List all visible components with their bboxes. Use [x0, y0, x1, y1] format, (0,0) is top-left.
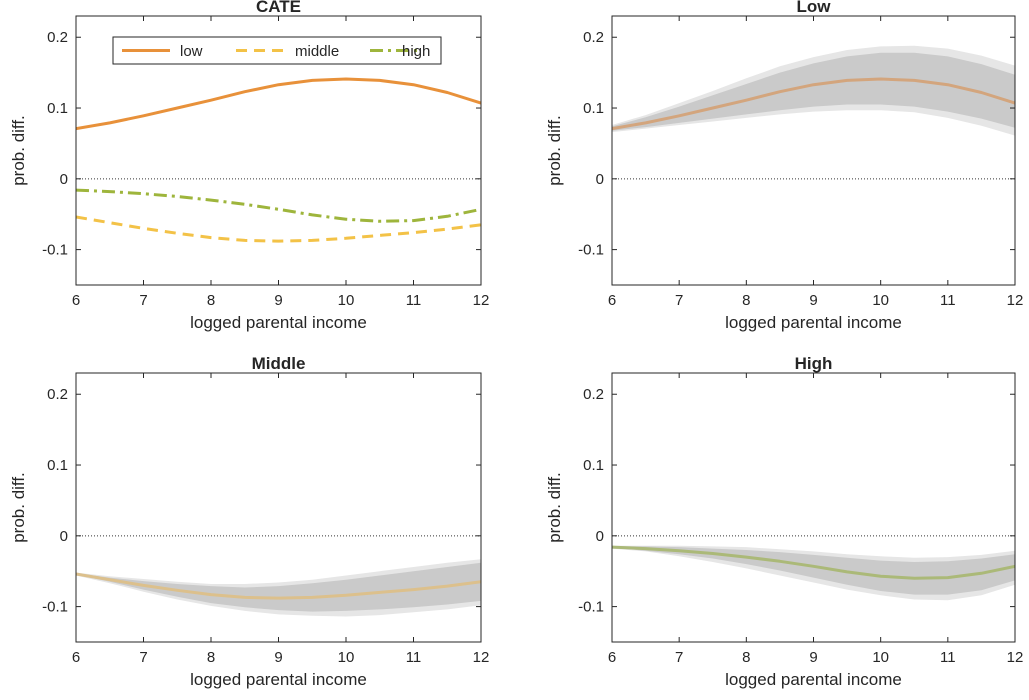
x-tick-label: 11 [940, 649, 956, 666]
plot-content [76, 535, 481, 617]
y-tick-label: 0.2 [47, 386, 68, 403]
confidence-band-inner [612, 52, 1015, 131]
y-tick-label: 0.2 [583, 386, 604, 403]
plot-content [612, 535, 1015, 601]
y-tick-label: 0 [60, 171, 68, 188]
x-tick-label: 6 [608, 649, 616, 666]
y-tick-label: -0.1 [42, 242, 68, 259]
x-axis-label: logged parental income [725, 670, 902, 689]
x-tick-label: 6 [72, 649, 80, 666]
chart-panel-2: 6 7 8 9 10 11 12 -0.1 0 0.1 0.2 Low logged parental … [545, 0, 1023, 332]
x-tick-label: 9 [274, 649, 282, 666]
panel-title: CATE [256, 0, 301, 16]
x-tick-label: 12 [1007, 292, 1024, 309]
y-tick-label: 0.2 [583, 29, 604, 46]
x-tick-label: 12 [473, 292, 490, 309]
y-tick-label: 0.1 [47, 457, 68, 474]
series-line-high [76, 188, 481, 223]
y-tick-label: 0.2 [47, 29, 68, 46]
x-tick-label: 10 [872, 292, 889, 309]
panel-title: High [795, 354, 833, 373]
x-tick-label: 6 [72, 292, 80, 309]
x-tick-label: 11 [940, 292, 956, 309]
x-tick-label: 12 [1007, 649, 1024, 666]
y-axis-label: prob. diff. [9, 115, 28, 186]
y-tick-label: 0.1 [47, 100, 68, 117]
x-axis-label: logged parental income [725, 313, 902, 332]
y-tick-label: 0 [60, 528, 68, 545]
legend-label-low: low [180, 43, 203, 60]
y-tick-label: -0.1 [42, 599, 68, 616]
x-tick-label: 7 [675, 649, 683, 666]
panel-title: Middle [252, 354, 306, 373]
x-axis-label: logged parental income [190, 313, 367, 332]
y-tick-label: -0.1 [578, 242, 604, 259]
confidence-band-inner [76, 562, 481, 612]
x-tick-label: 8 [207, 649, 215, 666]
panel-title: Low [797, 0, 832, 16]
x-tick-label: 10 [338, 292, 355, 309]
y-axis-label: prob. diff. [545, 472, 564, 543]
chart-panel-1: 6 7 8 9 10 11 12 -0.1 0 0.1 0.2 CATE logged parental… [9, 0, 489, 332]
x-tick-label: 11 [406, 649, 422, 666]
chart-panel-3: 6 7 8 9 10 11 12 -0.1 0 0.1 0.2 Middle logged parent… [9, 354, 489, 689]
chart-panel-4: 6 7 8 9 10 11 12 -0.1 0 0.1 0.2 High logged parental… [545, 354, 1023, 689]
y-tick-label: 0.1 [583, 100, 604, 117]
y-tick-label: 0 [596, 171, 604, 188]
legend-label-high: high [402, 43, 430, 60]
y-axis-label: prob. diff. [9, 472, 28, 543]
x-axis-label: logged parental income [190, 670, 367, 689]
legend: low middle high [112, 36, 442, 65]
x-tick-label: 9 [809, 292, 817, 309]
x-tick-label: 12 [473, 649, 490, 666]
y-tick-label: 0.1 [583, 457, 604, 474]
x-tick-label: 8 [742, 649, 750, 666]
x-tick-label: 10 [872, 649, 889, 666]
estimate-line [612, 77, 1015, 131]
x-tick-label: 11 [406, 292, 422, 309]
x-tick-label: 7 [139, 292, 147, 309]
x-tick-label: 8 [207, 292, 215, 309]
series-line-low [76, 77, 481, 131]
x-tick-label: 9 [809, 649, 817, 666]
x-tick-label: 9 [274, 292, 282, 309]
plot-content [612, 45, 1015, 180]
estimate-line [612, 545, 1015, 580]
x-tick-label: 7 [675, 292, 683, 309]
plot-content [76, 77, 481, 243]
plot-area [612, 373, 1015, 642]
x-tick-label: 6 [608, 292, 616, 309]
series-line-middle [76, 215, 481, 243]
x-tick-label: 7 [139, 649, 147, 666]
x-tick-label: 8 [742, 292, 750, 309]
legend-label-middle: middle [295, 43, 339, 60]
confidence-band-inner [612, 546, 1015, 595]
estimate-line [76, 572, 481, 600]
y-tick-label: -0.1 [578, 599, 604, 616]
y-axis-label: prob. diff. [545, 115, 564, 186]
x-tick-label: 10 [338, 649, 355, 666]
y-tick-label: 0 [596, 528, 604, 545]
